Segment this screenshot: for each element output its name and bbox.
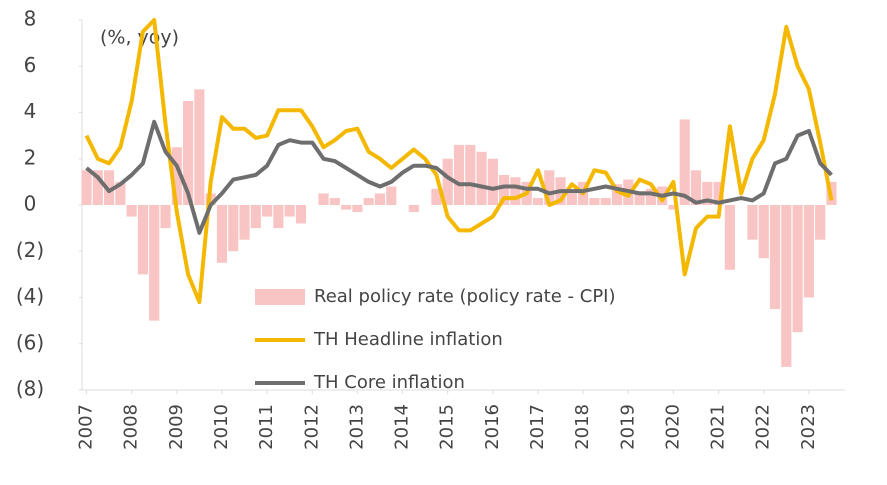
bar (769, 205, 781, 310)
bar (679, 119, 690, 205)
x-tick-label: 2023 (798, 404, 819, 450)
bar (341, 205, 352, 210)
bar (510, 177, 521, 205)
bar (194, 89, 205, 205)
bar (352, 205, 363, 212)
x-tick-label: 2012 (301, 404, 322, 450)
bar (104, 170, 115, 205)
bar (183, 100, 194, 205)
bar (92, 170, 103, 205)
x-tick-label: 2009 (166, 404, 187, 450)
bar (499, 174, 510, 205)
y-tick-label: (2) (16, 238, 44, 262)
bar (431, 188, 442, 205)
bar (747, 205, 758, 240)
bar (262, 205, 273, 217)
x-tick-label: 2021 (708, 404, 729, 450)
bar (149, 205, 160, 321)
bar (408, 205, 419, 212)
bar (803, 205, 814, 298)
bar (611, 184, 623, 205)
bar (634, 191, 645, 205)
bar (115, 181, 126, 205)
y-tick-label: 4 (24, 99, 37, 123)
bar (81, 170, 92, 205)
x-tick-label: 2015 (437, 404, 458, 450)
bar (645, 188, 656, 205)
bar (702, 181, 713, 205)
bar (544, 170, 555, 205)
bar (228, 205, 239, 252)
y-tick-label: 2 (24, 145, 37, 169)
bar (792, 205, 803, 333)
bar (815, 205, 826, 240)
line (84, 18, 834, 305)
x-tick-label: 2011 (256, 404, 277, 450)
x-tick-label: 2020 (662, 404, 683, 450)
bar (318, 193, 329, 205)
unit-annotation: (%, yoy) (100, 27, 179, 49)
x-tick-label: 2008 (121, 404, 142, 450)
bar (668, 205, 679, 210)
bar (160, 205, 171, 229)
x-tick-label: 2016 (482, 404, 503, 450)
y-tick-label: 8 (24, 7, 37, 31)
y-tick-label: (6) (16, 330, 44, 354)
bar (295, 205, 307, 224)
legend-label: TH Core inflation (313, 372, 465, 393)
line (85, 119, 833, 235)
bar (126, 205, 137, 217)
bar (724, 205, 735, 270)
bar (465, 144, 476, 205)
y-tick-label: (4) (16, 284, 44, 308)
x-tick-label: 2007 (76, 404, 97, 450)
bar (589, 198, 600, 205)
bar (476, 151, 487, 205)
bar (781, 205, 792, 367)
bar (273, 205, 284, 229)
bar (239, 205, 250, 240)
bar (566, 193, 577, 205)
bar (329, 198, 340, 205)
bar (487, 158, 498, 205)
x-tick-label: 2019 (617, 404, 638, 450)
bar (216, 205, 228, 263)
bar (453, 144, 465, 205)
bar (532, 198, 544, 205)
bar (363, 198, 374, 205)
x-tick-label: 2013 (346, 404, 367, 450)
y-tick-label: 0 (24, 192, 37, 216)
x-tick-label: 2022 (753, 404, 774, 450)
bar (386, 186, 397, 205)
legend-label: Real policy rate (policy rate - CPI) (314, 286, 616, 307)
bar (690, 170, 702, 205)
bar (284, 205, 295, 217)
bar (250, 205, 261, 229)
x-tick-label: 2014 (392, 404, 413, 450)
y-tick-label: (8) (16, 377, 44, 401)
x-tick-label: 2010 (211, 404, 232, 450)
bar (442, 158, 453, 205)
x-tick-label: 2017 (527, 404, 548, 450)
legend-label: TH Headline inflation (313, 329, 503, 350)
y-tick-label: 6 (24, 53, 37, 77)
bar (758, 205, 769, 259)
bar (600, 198, 611, 205)
legend-swatch (255, 289, 305, 305)
bar (137, 205, 149, 275)
bar (171, 147, 182, 205)
bar (374, 193, 386, 205)
x-tick-label: 2018 (572, 404, 593, 450)
bar (713, 181, 724, 205)
